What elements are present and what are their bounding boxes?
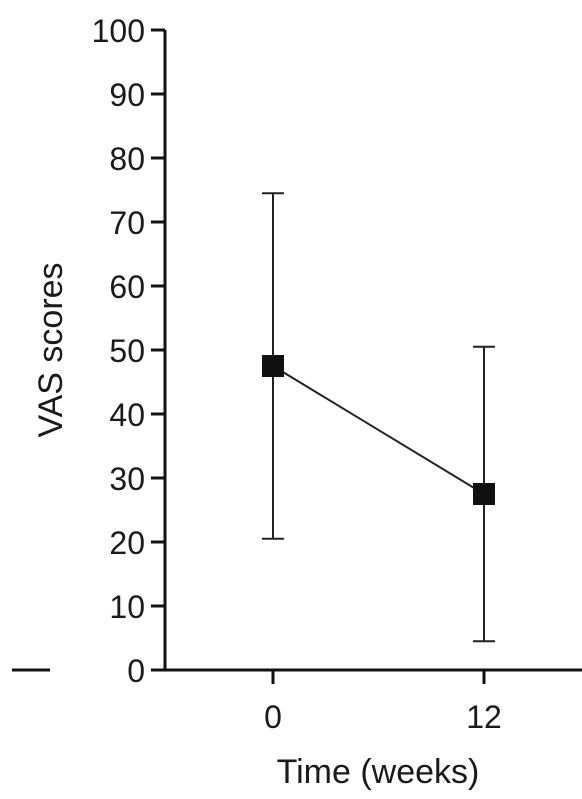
y-tick-label: 0 xyxy=(127,653,145,689)
error-bars xyxy=(262,192,495,643)
x-tick-label: 12 xyxy=(466,699,502,735)
y-tick-label: 80 xyxy=(109,141,145,177)
data-point-square xyxy=(473,483,495,505)
data-markers xyxy=(262,355,495,505)
x-tick-label: 0 xyxy=(264,699,282,735)
y-tick-label: 10 xyxy=(109,589,145,625)
y-tick-label: 100 xyxy=(92,13,145,49)
y-tick-label: 50 xyxy=(109,333,145,369)
y-axis-label: VAS scores xyxy=(32,262,70,437)
y-tick-label: 90 xyxy=(109,77,145,113)
data-point-square xyxy=(262,355,284,377)
series-line xyxy=(272,365,485,495)
y-tick-label: 70 xyxy=(109,205,145,241)
x-axis-label: Time (weeks) xyxy=(277,753,480,791)
y-tick-label: 20 xyxy=(109,525,145,561)
y-tick-label: 40 xyxy=(109,397,145,433)
y-tick-label: 60 xyxy=(109,269,145,305)
series-lines xyxy=(272,365,485,495)
axes: 0 10 20 30 40 50 60 70 80 90 100 0 12 xyxy=(12,13,582,735)
y-tick-label: 30 xyxy=(109,461,145,497)
